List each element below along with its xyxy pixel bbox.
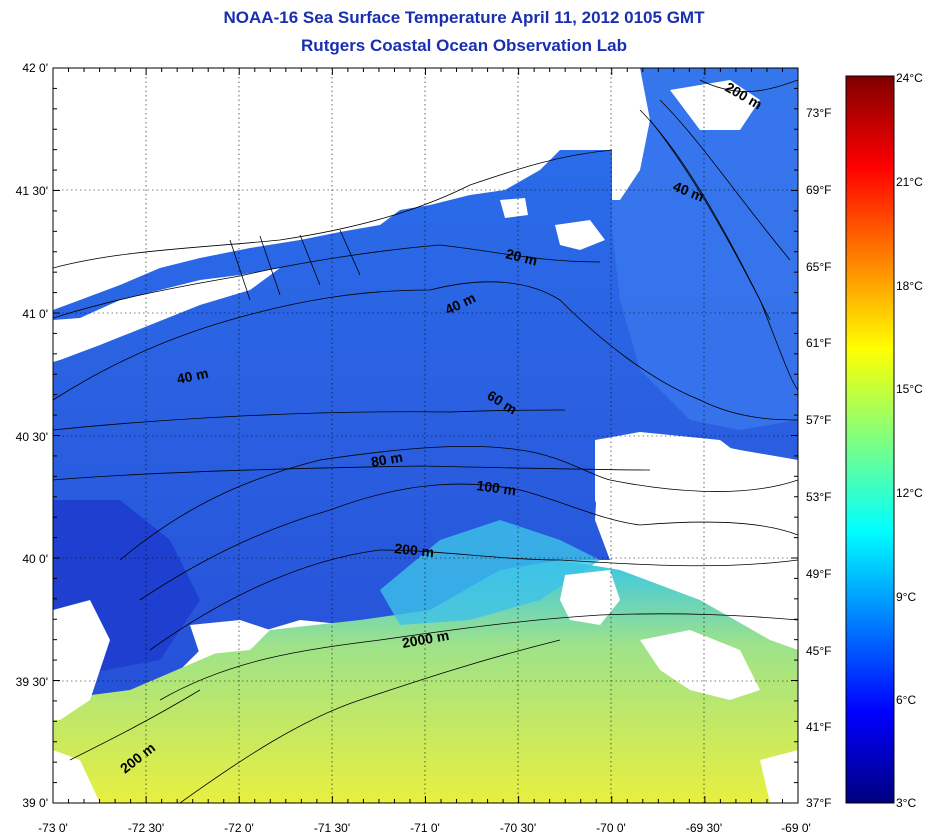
lon-label: -71 30' xyxy=(314,821,350,835)
fahrenheit-label: 37°F xyxy=(806,796,831,810)
lat-label: 39 0' xyxy=(22,796,48,810)
fahrenheit-scale: 73°F 69°F 65°F 61°F 57°F 53°F 49°F 45°F … xyxy=(806,106,831,810)
axis-ticks xyxy=(52,67,799,804)
lon-label: -70 0' xyxy=(596,821,626,835)
lat-label: 40 0' xyxy=(22,552,48,566)
fahrenheit-label: 61°F xyxy=(806,336,831,350)
colorbar-labels: 24°C 21°C 18°C 15°C 12°C 9°C 6°C 3°C xyxy=(896,71,923,810)
colorbar-label: 12°C xyxy=(896,486,923,500)
lat-label: 41 30' xyxy=(16,184,48,198)
lon-label: -69 0' xyxy=(781,821,811,835)
map-title: NOAA-16 Sea Surface Temperature April 11… xyxy=(223,8,705,27)
latitude-labels: 42 0' 41 30' 41 0' 40 30' 40 0' 39 30' 3… xyxy=(16,61,48,810)
colorbar-label: 15°C xyxy=(896,382,923,396)
graticule xyxy=(53,68,798,803)
contour-label-20m: 20 m xyxy=(504,245,539,268)
colorbar-label: 9°C xyxy=(896,590,916,604)
fahrenheit-label: 41°F xyxy=(806,720,831,734)
colorbar-label: 6°C xyxy=(896,693,916,707)
fahrenheit-label: 53°F xyxy=(806,490,831,504)
lon-label: -70 30' xyxy=(500,821,536,835)
fahrenheit-label: 57°F xyxy=(806,413,831,427)
colorbar-label: 3°C xyxy=(896,796,916,810)
fahrenheit-label: 73°F xyxy=(806,106,831,120)
colorbar-label: 24°C xyxy=(896,71,923,85)
map-subtitle: Rutgers Coastal Ocean Observation Lab xyxy=(301,36,627,55)
lat-label: 40 30' xyxy=(16,430,48,444)
lat-label: 39 30' xyxy=(16,675,48,689)
lat-label: 41 0' xyxy=(22,307,48,321)
fahrenheit-label: 65°F xyxy=(806,260,831,274)
colorbar xyxy=(845,75,895,804)
colorbar-label: 18°C xyxy=(896,279,923,293)
lon-label: -71 0' xyxy=(410,821,440,835)
fahrenheit-label: 69°F xyxy=(806,183,831,197)
contour-label-40m-west: 40 m xyxy=(175,365,210,387)
lon-label: -72 30' xyxy=(128,821,164,835)
longitude-labels: -73 0' -72 30' -72 0' -71 30' -71 0' -70… xyxy=(38,821,811,835)
fahrenheit-label: 49°F xyxy=(806,567,831,581)
colorbar-label: 21°C xyxy=(896,175,923,189)
lat-label: 42 0' xyxy=(22,61,48,75)
lon-label: -72 0' xyxy=(224,821,254,835)
contour-label-80m: 80 m xyxy=(370,449,404,470)
fahrenheit-label: 45°F xyxy=(806,644,831,658)
sst-image xyxy=(53,68,798,803)
contour-label-100m: 100 m xyxy=(476,477,518,498)
lon-label: -73 0' xyxy=(38,821,68,835)
bathymetry-contours xyxy=(53,79,798,803)
lon-label: -69 30' xyxy=(686,821,722,835)
contour-label-200m-center: 200 m xyxy=(394,540,435,560)
